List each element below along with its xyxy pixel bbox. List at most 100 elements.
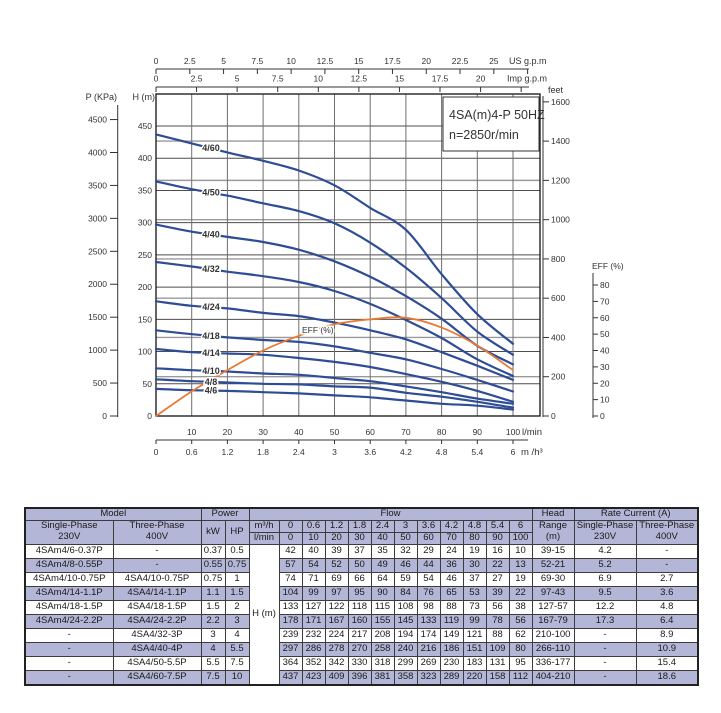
head-value: 38 xyxy=(508,599,533,615)
us-gpm-tick-label: 2.5 xyxy=(184,56,196,66)
head-value: 323 xyxy=(416,669,441,686)
p-kpa-tick-label: 500 xyxy=(93,378,107,388)
lmin-tick-label: 20 xyxy=(223,427,233,437)
head-value: 158 xyxy=(485,669,510,686)
h-m-tick-label: 450 xyxy=(138,121,152,131)
head-value: 71 xyxy=(301,571,326,587)
current-three-phase: 3.6 xyxy=(635,585,699,601)
head-value: 278 xyxy=(324,641,349,657)
axis-h-m: 0 50 100 150 200 250 300 350 400 450 H (m) xyxy=(133,92,156,421)
m3h-tick-label: 1.8 xyxy=(257,447,269,457)
lmin-tick-label: 50 xyxy=(330,427,340,437)
power-kw: 3 xyxy=(200,627,226,643)
m3h-tick-label: 1.2 xyxy=(221,447,233,457)
head-value: 99 xyxy=(462,613,487,629)
flow-m3h-value: 0.6 xyxy=(301,519,326,533)
head-value: 131 xyxy=(485,655,510,671)
h-m-tick-label: 250 xyxy=(138,250,152,260)
us-gpm-tick-label: 20 xyxy=(422,56,432,66)
eff-curve-label: EFF (%) xyxy=(302,325,334,335)
curve-label-4-24: 4/24 xyxy=(202,302,220,312)
head-value: 286 xyxy=(301,641,326,657)
lmin-tick-label: 10 xyxy=(187,427,197,437)
p-kpa-axis-label: P (KPa) xyxy=(86,92,117,102)
model-three-phase: 4SA4/60-7.5P xyxy=(112,669,202,686)
table-row: -4SA4/60-7.5P 7.5 10 437 423 409 396 381 358 323 2… xyxy=(24,669,699,686)
header-m3h: m³/h xyxy=(248,519,280,533)
eff-tick-label: 0 xyxy=(600,411,605,421)
power-hp: 0.75 xyxy=(224,557,250,573)
head-value: 90 xyxy=(370,585,395,601)
head-value: 119 xyxy=(439,613,464,629)
us-gpm-axis-label: US g.p.m xyxy=(509,56,547,66)
head-value: 99 xyxy=(301,585,326,601)
head-value: 396 xyxy=(347,669,372,686)
head-value: 16 xyxy=(485,543,510,559)
head-value: 151 xyxy=(462,641,487,657)
head-value: 29 xyxy=(416,543,441,559)
h-m-tick-label: 200 xyxy=(138,282,152,292)
curve-label-4-6: 4/6 xyxy=(205,386,218,396)
chart-subtitle: n=2850r/min xyxy=(449,128,519,142)
us-gpm-tick-label: 22.5 xyxy=(452,56,469,66)
h-m-tick-label: 150 xyxy=(138,314,152,324)
head-value: 98 xyxy=(416,599,441,615)
eff-tick-label: 10 xyxy=(600,395,610,405)
model-single-phase: 4SAm4/6-0.37P xyxy=(24,543,114,559)
power-kw: 5.5 xyxy=(200,655,226,671)
flow-lmin-value: 10 xyxy=(301,531,326,545)
pump-spec-table: Model Power Flow Head Rate Current (A) Single… xyxy=(24,507,699,686)
current-single-phase: - xyxy=(573,655,637,671)
power-kw: 0.37 xyxy=(200,543,226,559)
head-value: 54 xyxy=(301,557,326,573)
axis-us-gpm: 0 2.5 5 7.5 10 12.5 15 17.5 20 22.5 25 US g.p.m xyxy=(154,56,547,74)
head-value: 42 xyxy=(278,543,303,559)
power-hp: 4 xyxy=(224,627,250,643)
lmin-tick-label: 80 xyxy=(437,427,447,437)
table-row: -4SA4/32-3P 3 4 239 232 224 217 208 194 174 149 121… xyxy=(24,627,699,643)
curve-label-4-50: 4/50 xyxy=(202,187,220,197)
flow-m3h-value: 1.2 xyxy=(324,519,349,533)
head-value: 53 xyxy=(462,585,487,601)
m3h-axis-label: m /h³ xyxy=(521,447,543,458)
feet-tick-label: 600 xyxy=(551,293,565,303)
header-hp: HP xyxy=(224,519,250,545)
current-three-phase: 18.6 xyxy=(635,669,699,686)
feet-tick-label: 1200 xyxy=(551,175,570,185)
head-value: 133 xyxy=(278,599,303,615)
head-value: 49 xyxy=(370,557,395,573)
current-three-phase: - xyxy=(635,543,699,559)
header-current-single-phase: Single-Phase 230V xyxy=(573,519,637,545)
flow-m3h-value: 5.4 xyxy=(485,519,510,533)
pump-curve-4-10 xyxy=(154,367,515,405)
head-value: 19 xyxy=(462,543,487,559)
m3h-tick-label: 3.6 xyxy=(364,447,376,457)
h-m-tick-label: 300 xyxy=(138,218,152,228)
model-three-phase: 4SA4/18-1.5P xyxy=(112,599,202,615)
lmin-tick-label: 70 xyxy=(401,427,411,437)
table-row: -4SA4/50-5.5P 5.5 7.5 364 352 342 330 318 299 269… xyxy=(24,655,699,671)
head-range: 69-30 xyxy=(531,571,575,587)
pump-curve-4-6 xyxy=(154,387,515,411)
chart-gridlines xyxy=(156,94,540,416)
pump-curve-4-24 xyxy=(154,300,515,381)
chart-title-box: 4SA(m)4-P 50HZ n=2850r/min xyxy=(442,96,545,152)
flow-lmin-value: 80 xyxy=(462,531,487,545)
head-value: 46 xyxy=(393,557,418,573)
m3h-tick-label: 6 xyxy=(511,447,516,457)
p-kpa-tick-label: 2000 xyxy=(88,279,107,289)
head-range: 336-177 xyxy=(531,655,575,671)
curve-label-4-14: 4/14 xyxy=(202,348,220,358)
flow-lmin-value: 40 xyxy=(370,531,395,545)
head-value: 194 xyxy=(393,627,418,643)
head-value: 115 xyxy=(370,599,395,615)
header-rate-current: Rate Current (A) xyxy=(573,507,699,521)
head-range: 39-15 xyxy=(531,543,575,559)
flow-lmin-value: 20 xyxy=(324,531,349,545)
model-single-phase: 4SAm4/14-1.1P xyxy=(24,585,114,601)
imp-gpm-tick-label: 20 xyxy=(476,74,486,84)
head-value: 35 xyxy=(370,543,395,559)
head-value: 423 xyxy=(301,669,326,686)
pump-curve-4-40 xyxy=(154,223,515,366)
flow-lmin-value: 90 xyxy=(485,531,510,545)
